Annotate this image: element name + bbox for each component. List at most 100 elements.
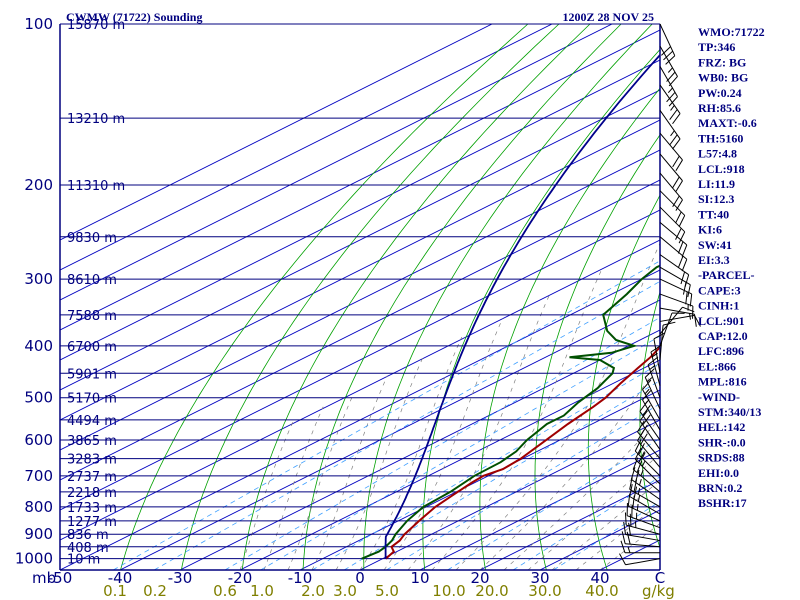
wind-barb-feather: [687, 284, 691, 298]
temperature-unit-label: C: [655, 569, 665, 587]
index-item: SI:12.3: [698, 192, 734, 206]
wind-barb-staff: [637, 431, 661, 459]
wind-barb-staff: [637, 440, 661, 468]
wind-barb-feather: [639, 410, 648, 422]
isotherm-line: [60, 29, 660, 331]
index-item: TT:40: [698, 207, 729, 221]
wind-barb-staff: [659, 254, 689, 276]
wind-barb-staff: [659, 312, 673, 347]
wind-barb-feather: [678, 231, 686, 244]
wind-barb-feather: [684, 274, 690, 287]
temperature-tick-label: -50: [48, 569, 73, 587]
wind-barb-half-feather: [637, 488, 641, 495]
wind-barb: [659, 293, 694, 319]
wind-barb-feather: [628, 522, 631, 536]
wind-barb-staff: [625, 543, 661, 548]
moist-adiabat-line: [479, 359, 660, 570]
mixing-ratio-tick-label: 10.0: [432, 582, 465, 600]
dry-adiabat-line: [241, 24, 591, 570]
height-label: 6700 m: [67, 340, 117, 355]
moist-adiabat-line: [383, 318, 504, 570]
wind-barb: [624, 512, 661, 535]
index-item: TH:5160: [698, 131, 743, 145]
wind-barb-feather: [668, 96, 678, 107]
wind-barb-staff: [659, 153, 683, 182]
wind-barb-half-feather: [644, 388, 650, 395]
wind-barb-half-feather: [636, 504, 639, 511]
wind-barb: [659, 109, 681, 150]
wind-barb-staff: [626, 515, 661, 529]
isotherm-line: [60, 209, 660, 511]
wind-barb-staff: [626, 524, 661, 535]
wind-barb-feather: [675, 180, 683, 192]
wind-barb-feather: [685, 291, 688, 305]
grid-layer: [60, 24, 660, 570]
index-item: BSHR:17: [698, 496, 747, 510]
dry-adiabat-line: [422, 48, 660, 570]
height-label: 10 m: [67, 553, 100, 568]
wind-barb-feather: [634, 470, 640, 483]
moist-adiabat-line: [287, 392, 355, 570]
moist-adiabat-line: [359, 336, 463, 570]
isotherm-line: [60, 149, 660, 451]
dry-adiabat-line: [120, 24, 529, 570]
wind-barb-staff: [629, 496, 661, 515]
moist-adiabat-line: [239, 421, 294, 570]
wind-barb-staff: [632, 468, 661, 493]
dry-adiabat-line: [180, 24, 560, 570]
wind-barb: [659, 23, 676, 65]
dry-adiabat-line: [639, 290, 660, 550]
wind-barb-half-feather: [641, 452, 646, 459]
wind-barb-feather: [672, 195, 680, 208]
wind-barb-feather: [626, 531, 631, 545]
wind-barb-staff: [634, 458, 661, 485]
wind-barb: [659, 307, 697, 327]
temperature-tick-label: 30: [530, 569, 549, 587]
wind-barb: [659, 314, 701, 327]
wind-barb-half-feather: [637, 495, 641, 502]
wind-barb-feather: [623, 521, 627, 535]
wind-barb: [659, 206, 686, 244]
dry-adiabat-line: [479, 87, 660, 570]
height-label: 1277 m: [67, 515, 117, 530]
wind-barb: [659, 190, 686, 227]
wind-barb-feather: [642, 405, 651, 416]
temperature-tick-label: 0: [355, 569, 365, 587]
wind-barb-feather: [669, 134, 678, 146]
wind-barb: [642, 379, 661, 421]
wind-barbs: [619, 23, 701, 566]
index-item: FRZ: BG: [698, 55, 746, 69]
pressure-tick-label: 900: [24, 525, 53, 543]
wind-barb-half-feather: [670, 130, 675, 137]
height-label: 9830 m: [67, 231, 117, 246]
wind-barb: [659, 132, 683, 171]
wind-barb-feather: [634, 439, 642, 452]
isotherm-line: [359, 419, 660, 570]
wind-barb: [659, 153, 683, 192]
wind-barb-staff: [639, 411, 661, 441]
wind-barb-half-feather: [627, 546, 631, 553]
wind-barb-staff: [659, 222, 688, 246]
wind-barb: [626, 503, 661, 529]
wind-barb-staff: [628, 505, 661, 522]
wind-barb-staff: [653, 338, 661, 374]
wind-barb-feather: [694, 315, 701, 327]
wind-barb-feather: [672, 113, 681, 125]
wind-barb-feather: [666, 91, 676, 103]
wind-barb-staff: [659, 23, 676, 56]
temperature-tick-label: 10: [410, 569, 429, 587]
wind-barb: [639, 410, 661, 450]
temperature-tick-label: -40: [108, 569, 133, 587]
wind-barb-feather: [640, 424, 648, 436]
index-item: STM:340/13: [698, 405, 761, 419]
wind-barb: [653, 332, 666, 374]
height-label: 2218 m: [67, 486, 117, 501]
dry-adiabat-line: [302, 24, 622, 570]
wind-barb-feather: [650, 344, 662, 353]
index-item: SRDS:88: [698, 451, 745, 465]
wind-barb: [637, 420, 661, 459]
wind-barb: [659, 254, 690, 287]
mixing-ratio-tick-label: 0.1: [103, 582, 127, 600]
